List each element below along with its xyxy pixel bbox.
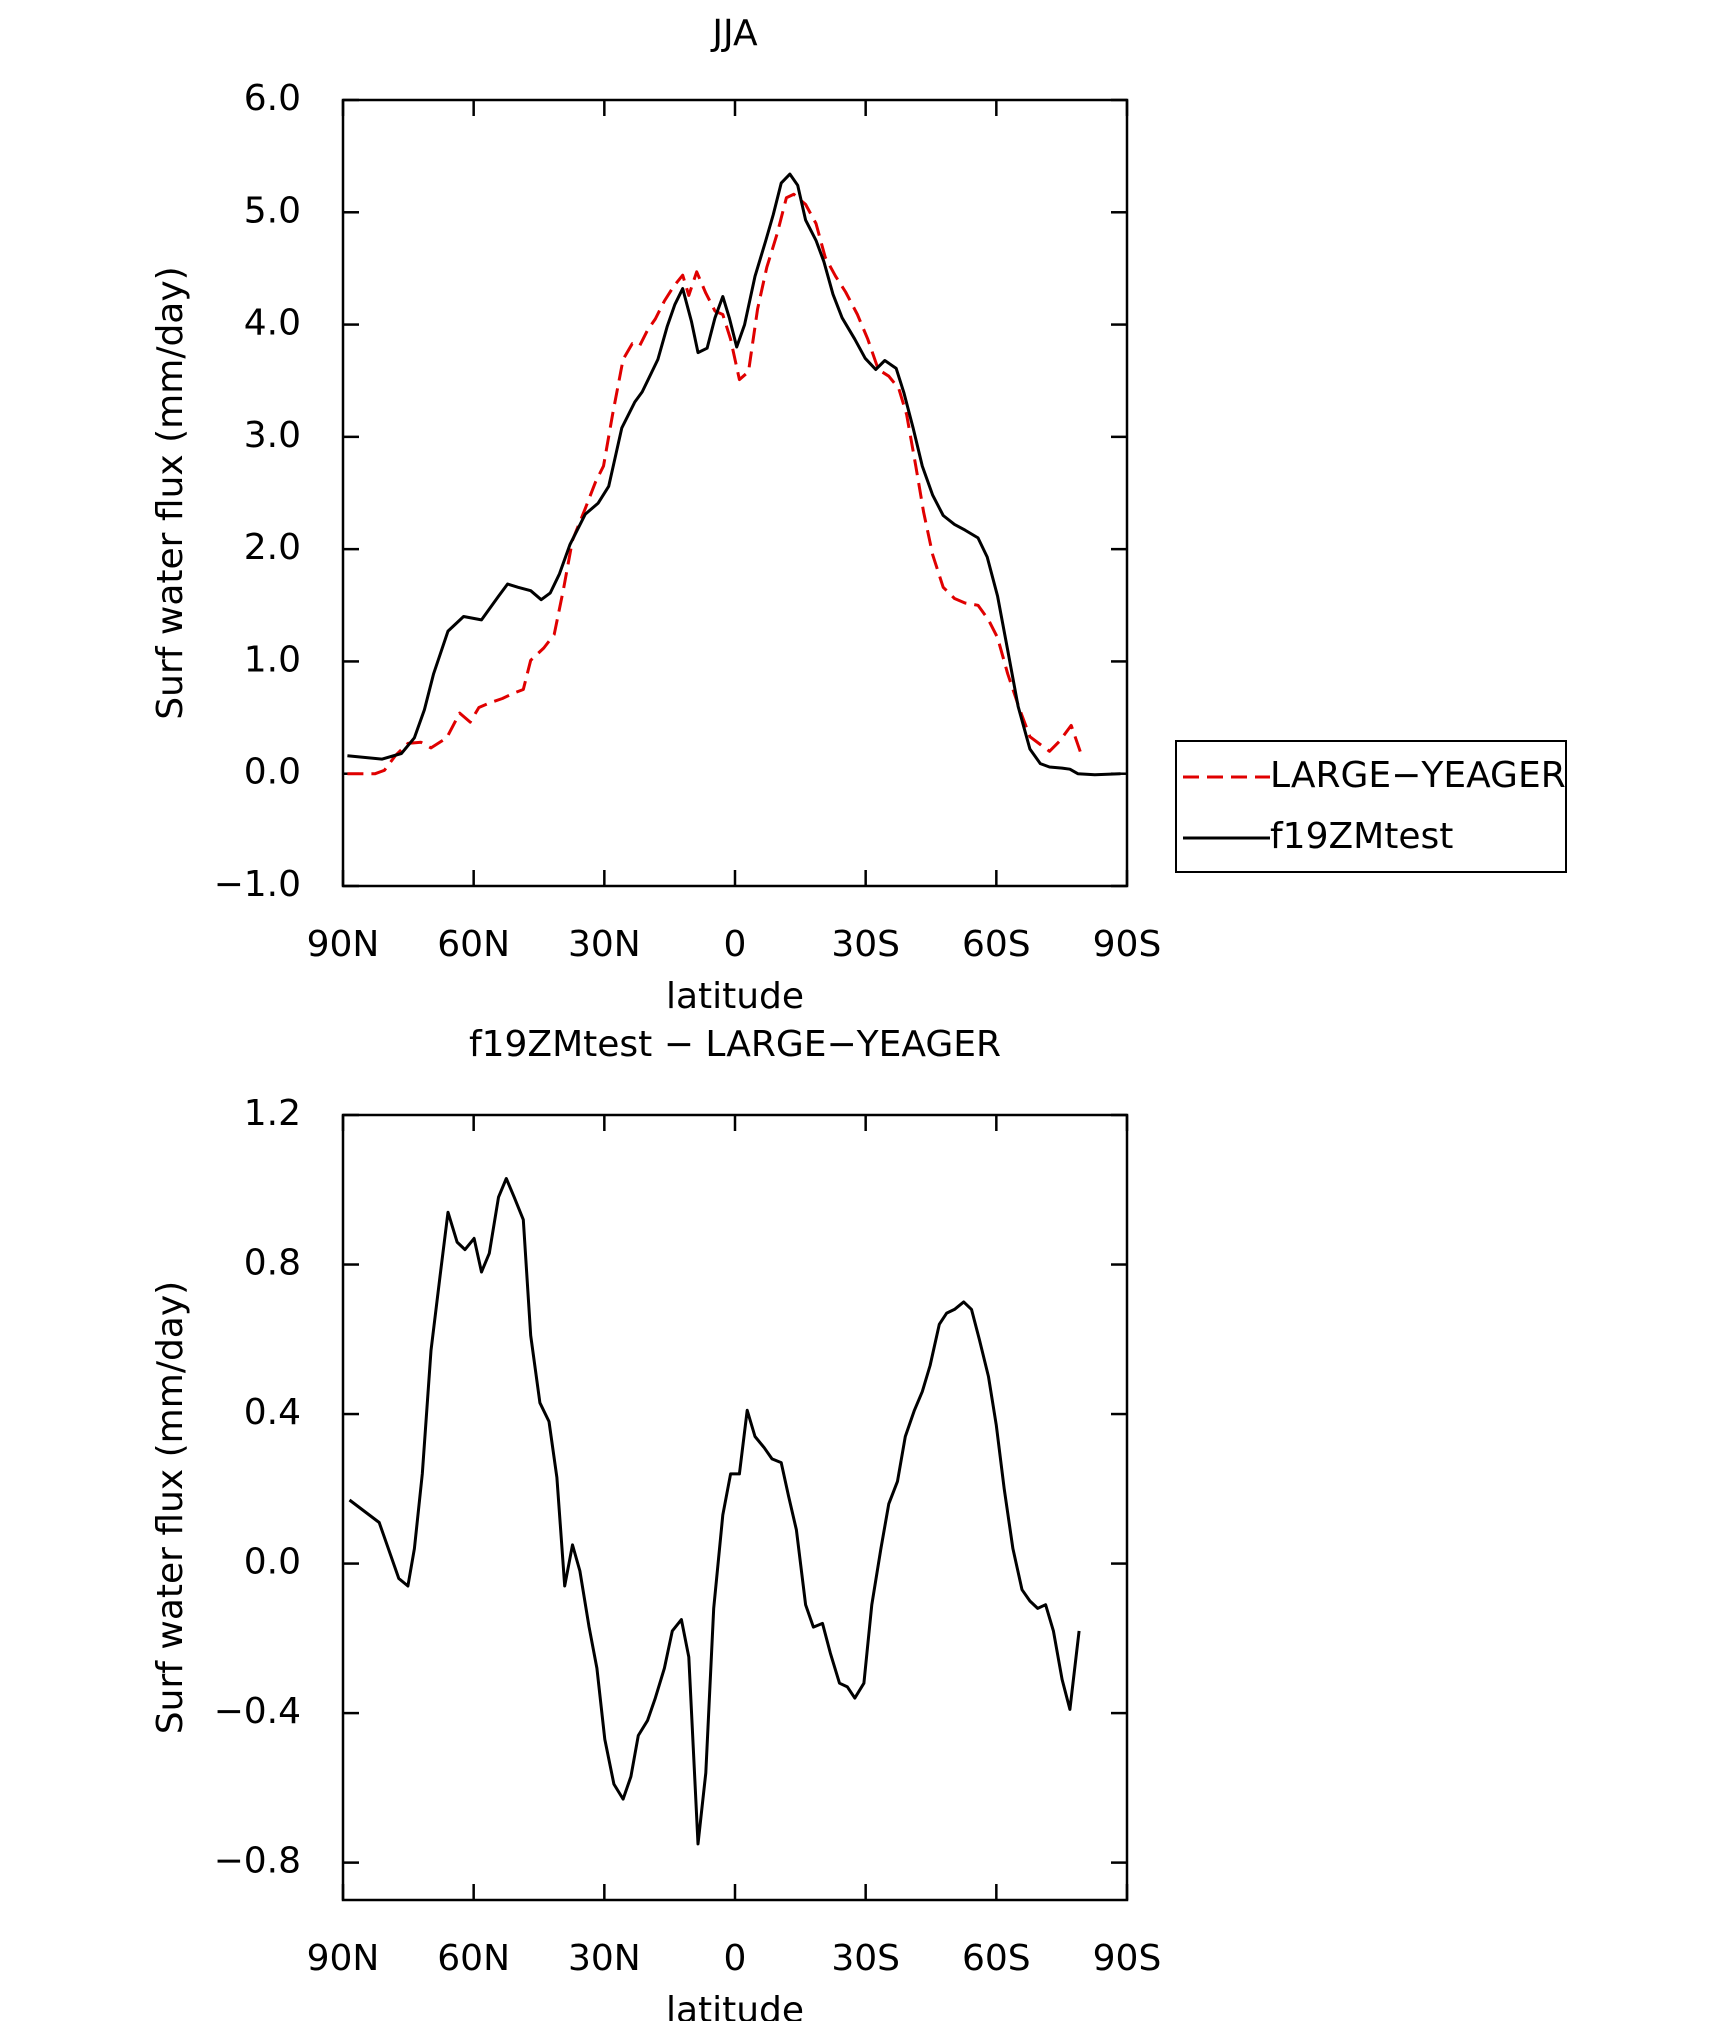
y-tick-label: 1.0: [244, 639, 301, 680]
y-axis-label: Surf water flux (mm/day): [150, 1281, 191, 1734]
plot-frame: [341, 98, 1129, 888]
y-tick-label: 2.0: [244, 527, 301, 568]
y-tick-label: 4.0: [244, 303, 301, 344]
series-line: [347, 192, 1084, 776]
x-tick-label: 30N: [568, 924, 641, 965]
x-tick-label: 30S: [831, 1938, 900, 1979]
x-axis-label: latitude: [666, 976, 804, 1017]
series-line: [348, 1177, 1081, 1846]
y-tick-label: 6.0: [244, 78, 301, 119]
legend-label: LARGE−YEAGER: [1270, 755, 1566, 796]
legend-label: f19ZMtest: [1270, 816, 1453, 857]
x-tick-label: 30N: [568, 1938, 641, 1979]
legend-box: [1175, 740, 1567, 873]
y-axis-label: Surf water flux (mm/day): [150, 266, 191, 719]
chart-title: JJA: [710, 13, 758, 54]
x-tick-label: 0: [724, 924, 747, 965]
y-tick-label: −0.4: [214, 1691, 301, 1732]
y-tick-label: −0.8: [214, 1841, 301, 1882]
x-tick-label: 60S: [962, 1938, 1031, 1979]
y-tick-label: −1.0: [214, 864, 301, 905]
y-tick-label: 0.0: [244, 752, 301, 793]
x-tick-label: 60N: [437, 1938, 510, 1979]
x-axis-label: latitude: [666, 1990, 804, 2021]
x-tick-label: 0: [724, 1938, 747, 1979]
x-tick-label: 60S: [962, 924, 1031, 965]
x-tick-label: 90S: [1093, 924, 1162, 965]
chart-title: f19ZMtest − LARGE−YEAGER: [469, 1024, 1001, 1065]
x-tick-label: 90S: [1093, 1938, 1162, 1979]
y-tick-label: 3.0: [244, 415, 301, 456]
y-tick-label: 5.0: [244, 190, 301, 231]
x-tick-label: 90N: [307, 1938, 380, 1979]
y-tick-label: 0.4: [244, 1392, 301, 1433]
y-tick-label: 0.0: [244, 1542, 301, 1583]
y-tick-label: 1.2: [244, 1093, 301, 1134]
series-line: [347, 172, 1121, 777]
y-tick-label: 0.8: [244, 1243, 301, 1284]
x-tick-label: 90N: [307, 924, 380, 965]
plot-frame: [341, 1113, 1129, 1902]
x-tick-label: 30S: [831, 924, 900, 965]
x-tick-label: 60N: [437, 924, 510, 965]
